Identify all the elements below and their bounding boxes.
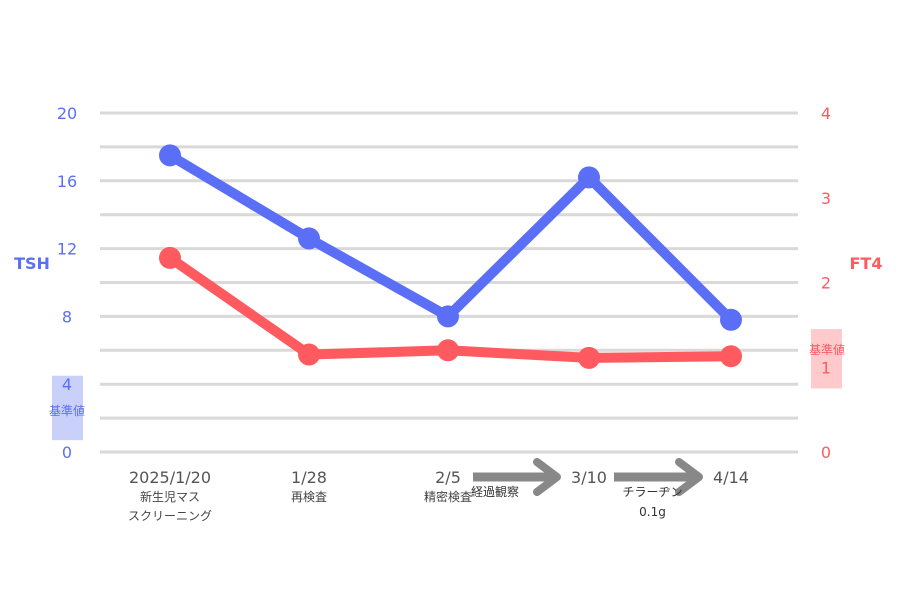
- arrow-label: チラーヂン: [622, 485, 682, 499]
- arrow-label: 経過観察: [471, 485, 519, 499]
- annotations: 経過観察 チラーヂン 0.1g: [471, 458, 703, 519]
- right-tick-label: 2: [821, 274, 831, 293]
- ft4-point: [298, 343, 320, 366]
- tsh-reference-band: [52, 375, 83, 441]
- arrow-head: [533, 458, 561, 496]
- right-tick-label: 0: [821, 443, 831, 462]
- ft4-reference-label: 基準値: [809, 342, 845, 357]
- x-tick-label: 4/14: [713, 468, 749, 487]
- left-tick-label: 0: [62, 443, 72, 462]
- right-axis-title: FT4: [850, 254, 883, 273]
- right-tick-label: 4: [821, 104, 831, 123]
- left-axis: 0 4 8 12 16 20 TSH 基準値: [14, 104, 85, 462]
- ft4-reference-band: [811, 329, 842, 389]
- treatment-arrow: チラーヂン 0.1g: [614, 458, 703, 519]
- x-tick-label: 1/28: [291, 468, 327, 487]
- left-tick-label: 8: [62, 307, 72, 326]
- ft4-point: [578, 346, 600, 369]
- left-tick-label: 16: [57, 172, 77, 191]
- left-axis-title: TSH: [14, 254, 50, 273]
- tsh-point: [159, 144, 181, 167]
- tsh-point: [578, 166, 600, 189]
- x-tick-note: 再検査: [291, 490, 327, 504]
- tsh-reference-label: 基準値: [49, 403, 85, 418]
- x-tick-label: 3/10: [571, 468, 607, 487]
- left-tick-label: 12: [57, 240, 77, 259]
- x-tick-note: 精密検査: [424, 489, 472, 504]
- tsh-point: [437, 305, 459, 328]
- right-tick-label: 3: [821, 189, 831, 208]
- ft4-point: [437, 339, 459, 362]
- x-tick-label: 2025/1/20: [129, 468, 211, 487]
- x-tick-label: 2/5: [435, 468, 461, 487]
- right-axis: 0 1 2 3 4 FT4 基準値: [809, 104, 883, 462]
- treatment-arrow: 経過観察: [471, 458, 561, 499]
- x-tick-note: スクリーニング: [128, 509, 212, 523]
- arrow-label: 0.1g: [639, 505, 666, 519]
- arrow-head: [675, 458, 703, 496]
- right-tick-label: 1: [821, 358, 831, 377]
- ft4-point: [159, 246, 181, 269]
- ft4-point: [720, 345, 742, 368]
- left-tick-label: 4: [62, 375, 72, 394]
- x-tick-note: 新生児マス: [140, 489, 200, 504]
- reference-bands: [52, 329, 842, 441]
- tsh-point: [720, 308, 742, 331]
- left-tick-label: 20: [57, 104, 77, 123]
- tsh-point: [298, 227, 320, 250]
- series: [159, 144, 742, 369]
